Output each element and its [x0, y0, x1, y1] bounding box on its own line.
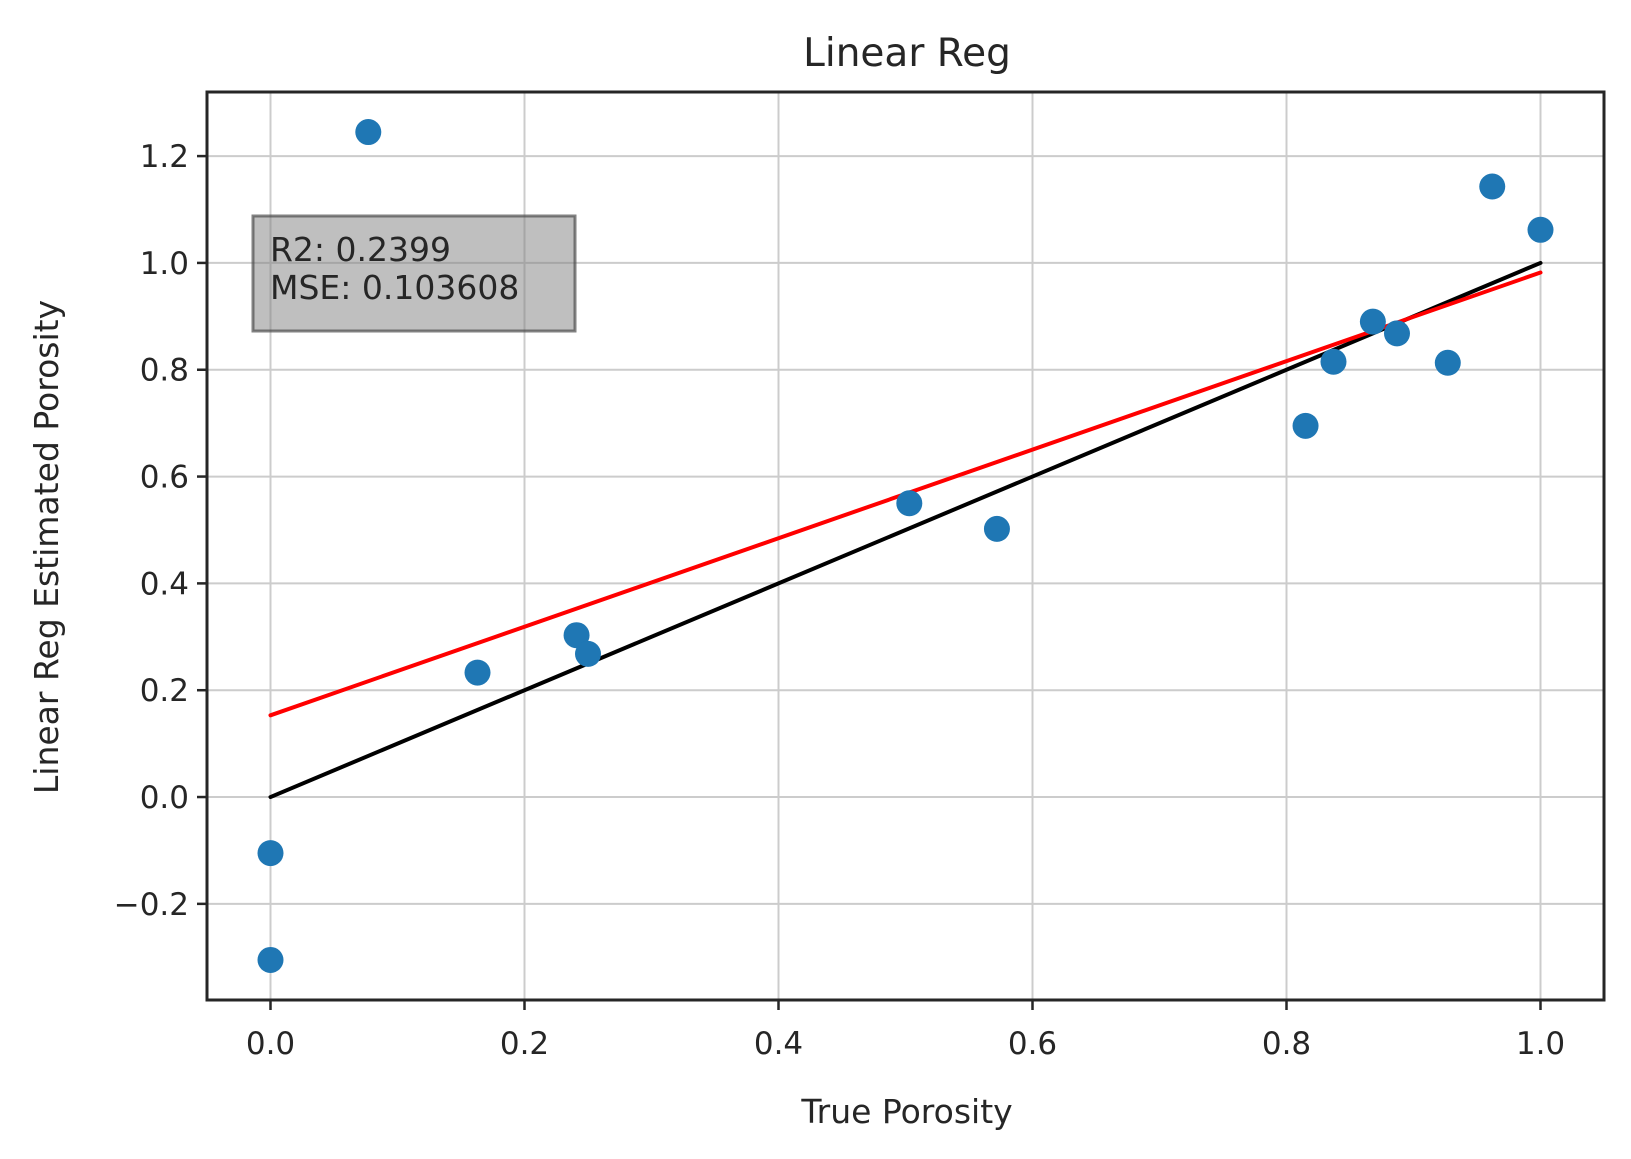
- scatter-point: [1292, 412, 1319, 439]
- x-axis-label: True Porosity: [800, 1092, 1012, 1131]
- scatter-point: [1527, 216, 1554, 243]
- y-tick-label: 0.6: [140, 460, 189, 496]
- scatter-point: [1479, 173, 1506, 200]
- scatter-point: [1434, 349, 1461, 376]
- grid: [207, 92, 1604, 1000]
- scatter-point: [464, 659, 491, 686]
- y-axis-label: Linear Reg Estimated Porosity: [27, 300, 66, 794]
- scatter-point: [563, 622, 590, 649]
- y-tick-label: −0.2: [114, 887, 189, 923]
- scatter-point: [257, 946, 284, 973]
- y-tick-label: 0.2: [140, 673, 189, 709]
- y-tick-label: 1.0: [140, 246, 189, 282]
- annotation-box: [251, 214, 577, 333]
- scatter-point: [1383, 320, 1410, 347]
- scatter-point: [1320, 348, 1347, 375]
- scatter-point: [896, 490, 923, 517]
- reference-lines: [268, 260, 1543, 800]
- x-tick-label: 0.0: [246, 1026, 295, 1062]
- y-tick-label: 0.8: [140, 353, 189, 389]
- y-tick-label: 0.0: [140, 780, 189, 816]
- scatter-point: [575, 640, 601, 667]
- y-tick-label: 1.2: [140, 139, 189, 175]
- scatter-point: [1359, 308, 1386, 335]
- y-axis-ticks: −0.2 0.0 0.2 0.4 0.6 0.8 1.0 1.2: [114, 139, 207, 923]
- plot-frame: [205, 90, 1606, 1002]
- x-tick-label: 0.2: [500, 1026, 549, 1062]
- x-tick-label: 1.0: [1516, 1026, 1565, 1062]
- scatter-point: [983, 515, 1010, 542]
- y-tick-label: 0.4: [140, 566, 189, 602]
- annotation-mse-text: MSE: 0.103608: [270, 268, 519, 307]
- x-tick-label: 0.8: [1262, 1026, 1311, 1062]
- metrics-annotation: R2: 0.2399 MSE: 0.103608: [251, 214, 577, 333]
- identity-line: [268, 260, 1543, 800]
- x-tick-label: 0.6: [1008, 1026, 1057, 1062]
- x-axis-ticks: 0.0 0.2 0.4 0.6 0.8 1.0: [246, 1000, 1565, 1062]
- scatter-point: [257, 840, 284, 867]
- annotation-r2-text: R2: 0.2399: [270, 230, 451, 269]
- chart-title: Linear Reg: [803, 31, 1011, 76]
- data-points: [257, 119, 1554, 973]
- scatter-point: [355, 119, 382, 146]
- x-tick-label: 0.4: [754, 1026, 803, 1062]
